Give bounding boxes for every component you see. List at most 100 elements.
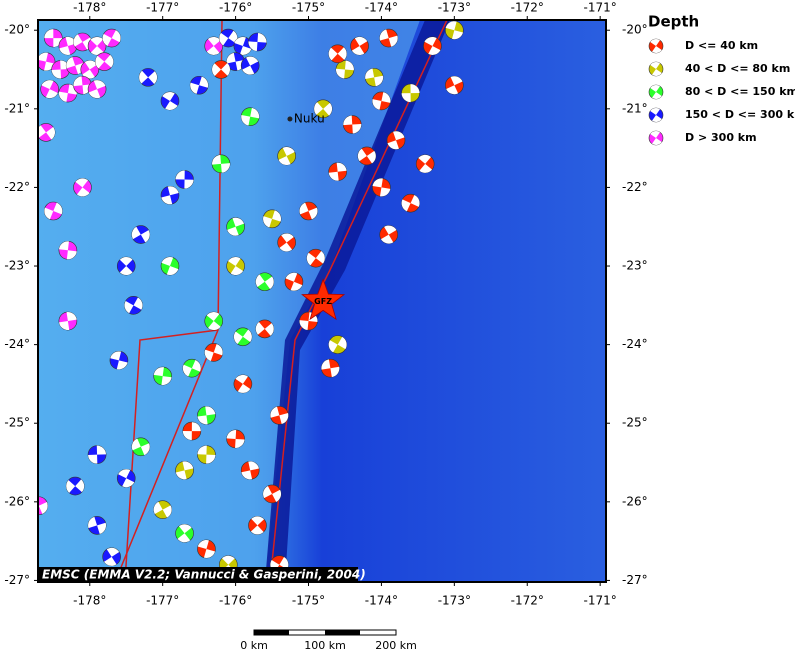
beachball-dilatation [88, 80, 106, 99]
beachball-dilatation [212, 63, 231, 76]
beachball-dilatation [182, 359, 201, 377]
beachball-dilatation [139, 70, 158, 85]
y-tick-label: -26° [4, 494, 30, 508]
x-tick-label: -173° [438, 1, 471, 15]
y-tick-label: -22° [4, 180, 30, 194]
beachball-dilatation [82, 60, 98, 79]
beachball-dilatation [38, 52, 55, 71]
beachball-dilatation [233, 329, 252, 345]
beachball-dilatation [263, 210, 282, 228]
x-tick-label: -174° [365, 1, 398, 15]
beachball-dilatation [206, 312, 221, 331]
beachball-dilatation [445, 21, 464, 40]
beachball-dilatation [131, 226, 150, 243]
beachball-dilatation [88, 516, 107, 535]
beachball-dilatation [306, 250, 325, 266]
beachball-dilatation [161, 186, 179, 205]
beachball-dilatation [357, 148, 376, 164]
beachball-dilatation [387, 131, 405, 150]
legend-title: Depth [648, 13, 699, 31]
beachball-dilatation [66, 57, 85, 75]
y-tick-label: -25° [622, 416, 648, 430]
beachball-dilatation [235, 374, 251, 393]
beachball-dilatation [124, 297, 143, 314]
beachball-dilatation [650, 38, 662, 54]
x-tick-label: -176° [219, 594, 252, 608]
scale-label: 0 km [240, 639, 268, 651]
beachball-dilatation [161, 257, 179, 276]
beachball-dilatation [110, 351, 128, 370]
x-tick-label: -173° [438, 594, 471, 608]
y-tick-label: -23° [622, 259, 648, 273]
beachball-dilatation [335, 60, 354, 79]
beachball-dilatation [401, 84, 420, 103]
beachball-dilatation [58, 84, 77, 102]
beachball-dilatation [66, 479, 85, 493]
attribution-bg [38, 567, 358, 582]
beachball-dilatation [73, 76, 92, 95]
y-tick-label: -21° [622, 101, 648, 115]
y-tick-label: -26° [622, 494, 648, 508]
beachball-dilatation [175, 461, 194, 480]
x-tick-label: -175° [292, 594, 325, 608]
beachball-dilatation [226, 429, 245, 448]
beachball-dilatation [118, 469, 135, 488]
x-tick-label: -171° [584, 594, 617, 608]
beachball-dilatation [38, 125, 55, 140]
place-label: Nuku [294, 112, 325, 126]
legend-label: 80 < D <= 150 km [685, 85, 795, 98]
beachball-dilatation [241, 461, 259, 480]
beachball-dilatation [242, 56, 259, 75]
beachball-dilatation [650, 84, 662, 100]
beachball-dilatation [328, 336, 347, 353]
beachball-dilatation [314, 102, 333, 116]
beachball-dilatation [446, 76, 463, 95]
beachball-dilatation [58, 241, 77, 260]
attribution: EMSC (EMMA V2.2; Vannucci & Gasperini, 2… [42, 568, 366, 582]
beachball-dilatation [380, 225, 397, 244]
beachball-dilatation [299, 202, 318, 220]
x-tick-label: -178° [73, 594, 106, 608]
beachball-dilatation [206, 36, 221, 55]
beachball-dilatation [197, 539, 216, 558]
beachball-dilatation [204, 343, 223, 362]
x-tick-label: -178° [73, 1, 106, 15]
beachball-dilatation [73, 34, 92, 50]
place-marker [287, 116, 293, 122]
x-tick-label: -172° [511, 1, 544, 15]
beachball-dilatation [285, 272, 303, 291]
beachball-dilatation [321, 359, 340, 378]
beachball-dilatation [190, 76, 209, 94]
beachball-dilatation [102, 30, 121, 47]
beachball-dilatation [650, 61, 662, 77]
legend-label: 40 < D <= 80 km [685, 62, 790, 75]
beachball-dilatation [131, 438, 150, 456]
epicenter-label: GFZ [314, 297, 332, 306]
beachball-dilatation [279, 233, 294, 252]
y-tick-label: -24° [4, 337, 30, 351]
beachball-dilatation [328, 162, 347, 181]
beachball-dilatation [234, 36, 252, 55]
legend-label: D > 300 km [685, 131, 757, 144]
beachball-dilatation [219, 30, 238, 46]
x-tick-label: -171° [584, 1, 617, 15]
beachball-dilatation [90, 36, 104, 55]
beachball-dilatation [424, 36, 441, 55]
y-tick-label: -24° [622, 337, 648, 351]
beachball-dilatation [58, 312, 77, 331]
beachball-dilatation [38, 502, 48, 514]
y-tick-label: -21° [4, 101, 30, 115]
x-tick-label: -174° [365, 594, 398, 608]
x-tick-label: -177° [146, 1, 179, 15]
beachball-dilatation [59, 36, 77, 55]
beachball-dilatation [44, 29, 63, 48]
beachball-dilatation [162, 91, 178, 110]
beachball-dilatation [182, 422, 201, 441]
beachball-dilatation [278, 146, 295, 165]
beachball-dilatation [379, 29, 398, 47]
beachball-dilatation [104, 547, 120, 566]
events [38, 20, 464, 575]
scale-bar [253, 629, 397, 636]
beachball-dilatation [351, 36, 368, 55]
